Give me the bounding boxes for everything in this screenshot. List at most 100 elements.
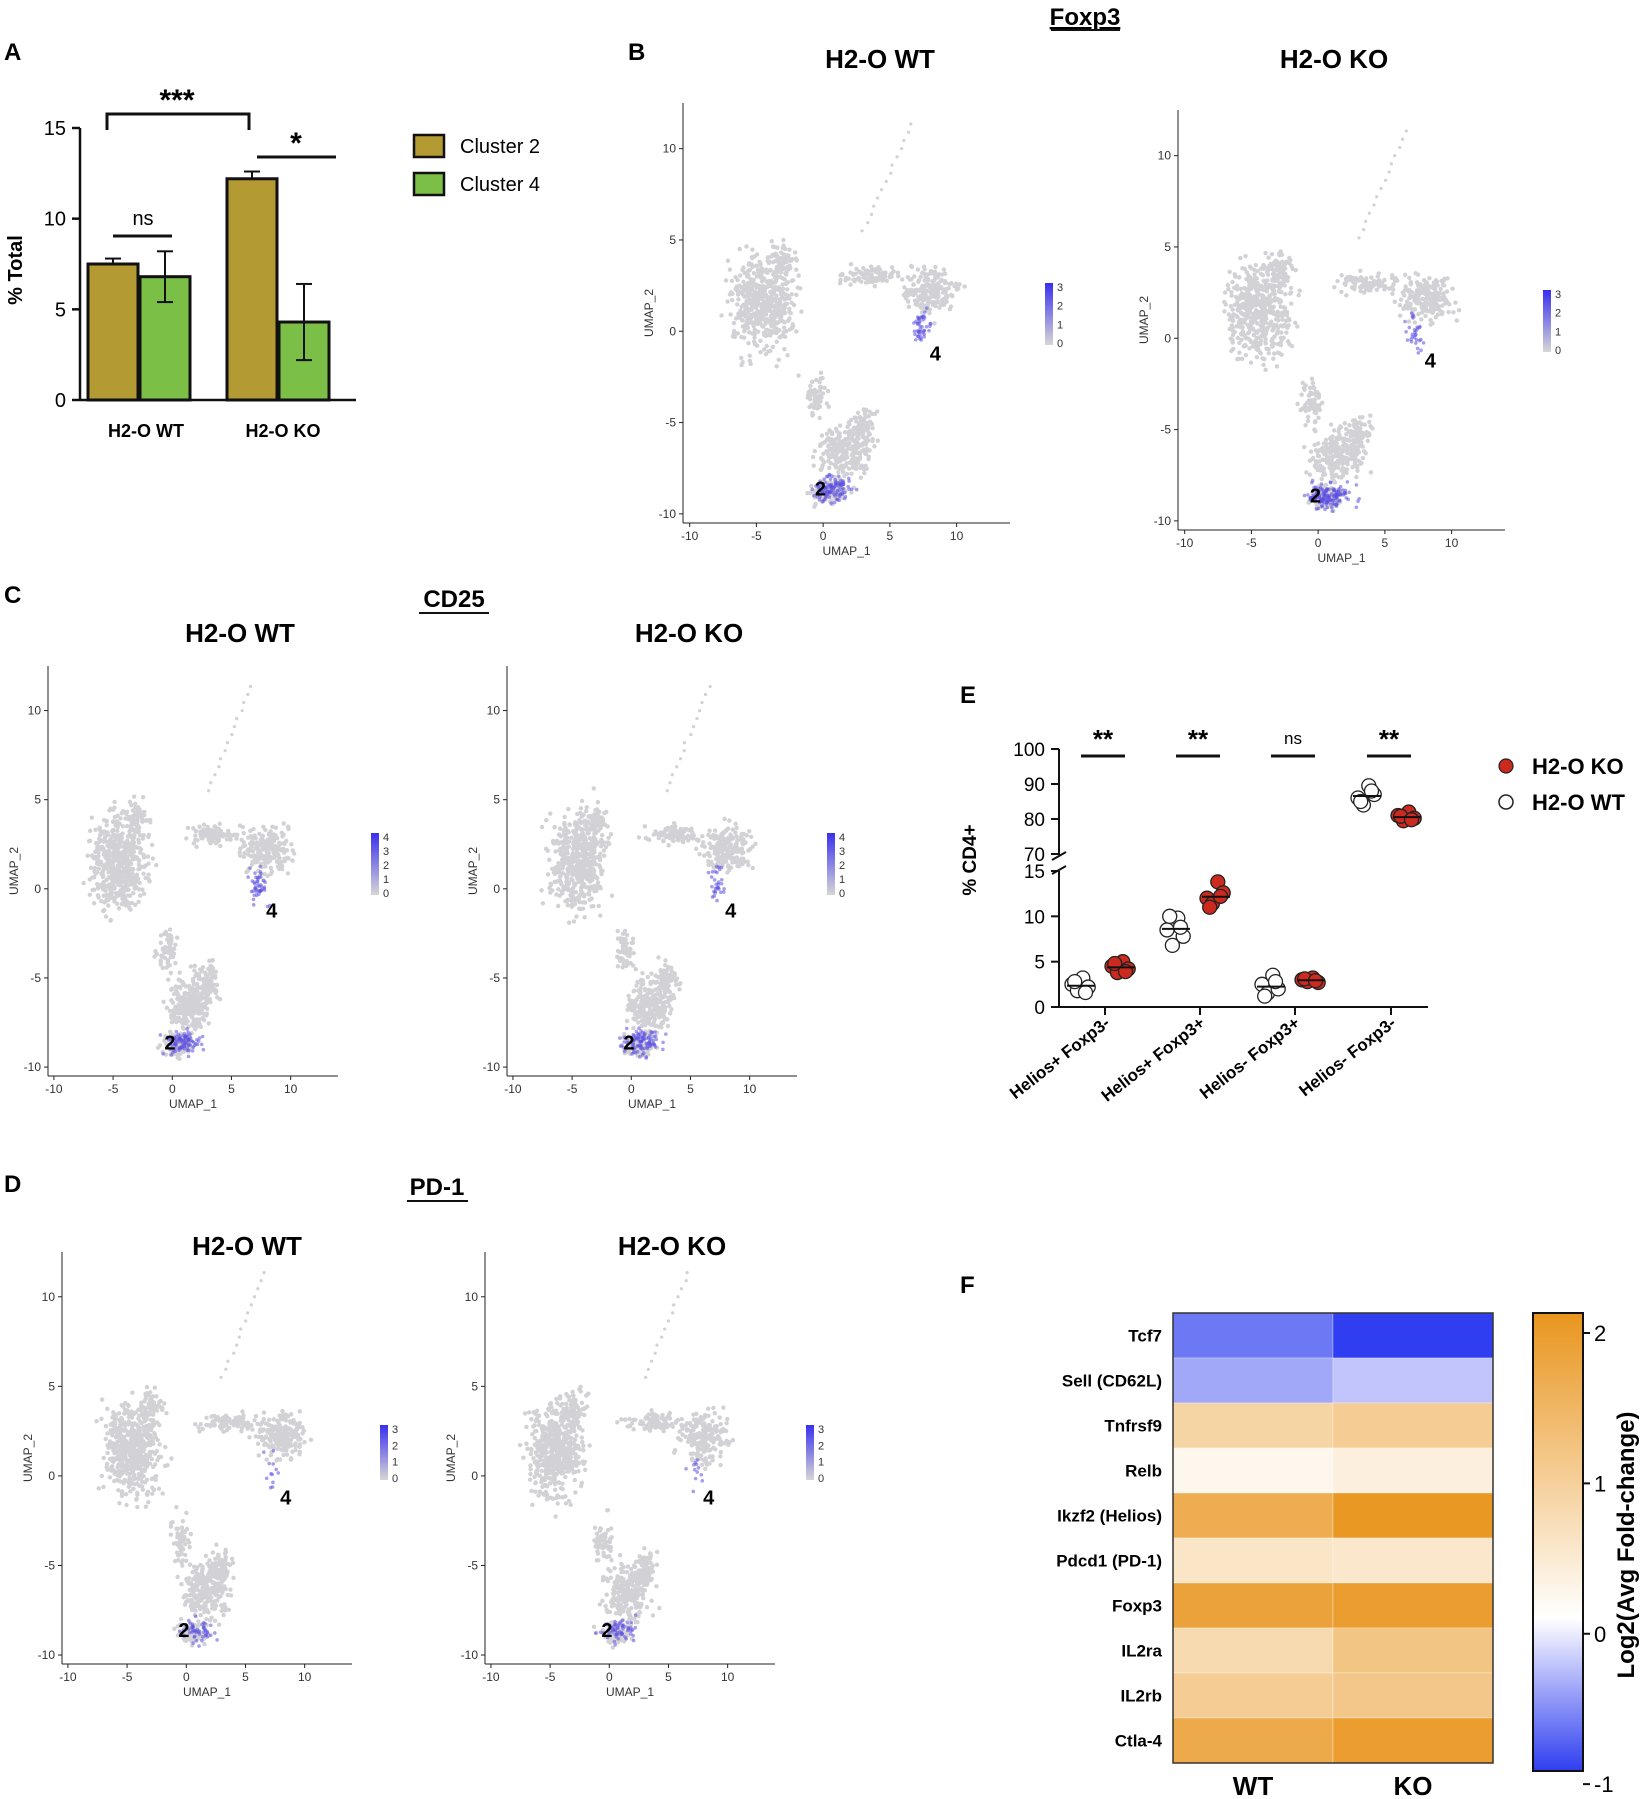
umap-cell-point [1249, 320, 1254, 326]
umap-cell-point [215, 995, 220, 1000]
umap-cell-point [847, 460, 852, 465]
umap-cell-point [1372, 203, 1376, 207]
umap-expressing-point [177, 1048, 181, 1052]
umap-cell-point [1423, 283, 1429, 288]
umap-cell-point [811, 463, 816, 468]
umap-cell-point [773, 258, 778, 264]
umap-cell-point [555, 903, 561, 909]
umap-cell-point [932, 269, 937, 274]
umap-cell-point [1225, 282, 1231, 288]
umap-expressing-point [1421, 341, 1426, 345]
umap-cell-point [1251, 332, 1257, 337]
umap-cell-point [777, 299, 783, 305]
umap-cell-point [1313, 428, 1318, 434]
umap-cell-point [742, 313, 748, 318]
umap-cell-point [785, 353, 790, 358]
umap-expressing-point [1336, 493, 1341, 497]
umap-cell-point [1251, 294, 1257, 299]
umap-cell-point [949, 280, 954, 286]
umap-cell-point [744, 244, 749, 249]
umap-cell-point [849, 490, 854, 495]
umap-cell-point [816, 397, 821, 403]
umap-cell-point [1265, 272, 1271, 277]
panel-a-bracket-wt-ko [105, 112, 251, 130]
umap-expressing-point [246, 875, 250, 879]
umap-cell-point [1313, 419, 1318, 424]
umap-expressing-point [1417, 338, 1422, 343]
umap-cell-point [862, 409, 868, 414]
umap-cell-point [1244, 336, 1249, 341]
umap-cell-point [780, 264, 786, 270]
umap-cell-point [596, 903, 601, 909]
umap-cell-point [750, 320, 755, 325]
umap-cell-point [164, 965, 169, 970]
umap-cell-point [95, 881, 100, 887]
umap-cell-point [853, 430, 858, 436]
umap-cell-point [125, 838, 130, 844]
umap-cell-point [758, 349, 763, 355]
umap-cell-point [948, 304, 954, 309]
umap-expressing-point [1354, 483, 1359, 487]
umap-x-tick-label: 5 [687, 1082, 694, 1096]
umap-cell-point [833, 463, 838, 468]
umap-cell-point [771, 322, 777, 327]
umap-cell-point [1387, 286, 1392, 291]
umap-cell-point [138, 832, 143, 838]
umap-cell-point [735, 277, 740, 283]
umap-cell-point [1400, 137, 1405, 141]
panel-a-y-tick-label: 5 [55, 299, 66, 321]
umap-cell-point [1272, 334, 1277, 339]
umap-cell-point [751, 277, 756, 283]
umap-cell-point [751, 296, 756, 301]
umap-cell-point [553, 849, 558, 854]
umap-cell-point [1442, 276, 1447, 281]
umap-cell-point [1267, 295, 1272, 300]
umap-cell-point [915, 267, 921, 272]
umap-cell-point [944, 293, 950, 298]
umap-cell-point [235, 716, 239, 721]
umap-cell-point [274, 836, 280, 841]
umap-cell-point [1256, 291, 1261, 297]
umap-cell-point [857, 454, 863, 460]
umap-expressing-point [192, 1040, 196, 1045]
umap-cell-point [745, 325, 750, 331]
panel-b-title: Foxp3 [1050, 4, 1121, 31]
umap-cell-point [106, 850, 112, 855]
panel-c-title: CD25 [423, 586, 484, 613]
umap-cell-point [1309, 398, 1314, 403]
umap-cell-point [949, 293, 954, 298]
umap-cell-point [875, 270, 880, 275]
umap-expressing-point [253, 871, 257, 875]
umap-cell-point [1282, 278, 1287, 284]
umap-expressing-point [837, 488, 841, 493]
umap-cell-point [866, 430, 871, 436]
umap-cell-point [776, 303, 782, 309]
umap-y-tick-label: -5 [1160, 423, 1171, 437]
umap-cell-point [935, 274, 941, 280]
umap-cell-point [138, 850, 143, 855]
umap-cell-point [1445, 300, 1450, 306]
umap-cell-point [836, 469, 841, 475]
umap-x-tick-label: 5 [228, 1082, 235, 1096]
umap-expressing-point [833, 494, 838, 498]
umap-cell-point [586, 891, 591, 896]
umap-cell-point [247, 841, 253, 846]
umap-cell-point [556, 887, 561, 892]
umap-cell-point [826, 443, 831, 448]
umap-x-tick-label: -10 [45, 1082, 63, 1096]
umap-y-label: UMAP_2 [7, 847, 21, 895]
umap-y-tick-label: 0 [34, 882, 41, 896]
umap-cell-point [740, 267, 745, 273]
umap-colorbar-tick-label: 2 [383, 860, 389, 872]
umap-cell-point [932, 321, 937, 326]
umap-cell-point [1359, 283, 1364, 289]
umap-cell-point [126, 864, 131, 869]
umap-cell-point [765, 307, 771, 312]
umap-cell-point [169, 952, 174, 957]
umap-y-tick-label: 5 [34, 793, 41, 807]
umap-cell-point [259, 853, 264, 858]
umap-cell-point [1310, 391, 1315, 396]
umap-cell-point [1233, 274, 1238, 279]
umap-cell-point [737, 246, 742, 252]
umap-cell-point [1273, 317, 1279, 322]
